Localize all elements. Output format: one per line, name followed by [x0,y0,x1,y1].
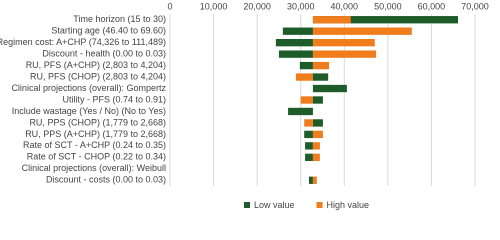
category-label: Clinical projections (overall): Weibull [22,163,166,173]
bar [282,27,313,35]
legend-label: High value [327,200,370,210]
x-tick-label: 50,000 [374,1,402,11]
category-label: Discount - health (0.00 to 0.03) [42,49,166,59]
bar [312,61,330,70]
category-label: RU, PPS (A+CHP) (1,779 to 2,668) [25,129,166,139]
bar [312,16,459,24]
x-tick-label: 30,000 [287,1,315,11]
category-label: Rate of SCT - CHOP (0.22 to 0.34) [27,152,166,162]
bar [278,50,313,58]
x-tick-label: 20,000 [243,1,271,11]
bar [288,107,313,116]
category-label: Clinical projections (overall): Gompertz [11,83,166,93]
x-tick-label: 40,000 [331,1,359,11]
bar [304,119,313,127]
legend-swatch [244,202,250,208]
category-label: RU, PFS (A+CHP) (2,803 to 4,204) [26,60,166,70]
bar [308,176,313,184]
bar [300,96,313,104]
category-label: Utility - PFS (0.74 to 0.91) [62,94,166,104]
chart: 0 10,000 20,000 30,000 40,000 50,000 60,000 70,… [0,1,489,210]
bar [312,142,320,150]
bar [312,38,375,47]
category-label: Rate of SCT - A+CHP (0.24 to 0.35) [23,140,166,150]
x-tick-label: 10,000 [200,1,228,11]
bar [312,50,377,58]
category-label: Starting age (46.40 to 69.60) [51,26,166,36]
bar [312,176,317,184]
bar [312,119,323,127]
bar [312,153,320,162]
bar [312,27,412,35]
category-label: RU, PFS (CHOP) (2,803 to 4,204) [30,71,166,81]
category-label: Time horizon (15 to 30) [73,14,166,24]
category-label: Regimen cost: A+CHP (74,326 to 111,489) [0,37,166,47]
bar [312,96,323,104]
legend-swatch [316,202,323,208]
bar [305,153,313,162]
category-label: Include wastage (Yes / No) (No to Yes) [12,106,166,116]
bar [312,73,329,81]
bar [305,142,313,150]
bar [312,130,323,139]
x-tick-label: 0 [167,1,172,11]
bar [312,16,351,24]
category-label: RU, PPS (CHOP) (1,779 to 2,668) [29,117,166,127]
x-tick-label: 60,000 [418,1,446,11]
bar [295,73,313,81]
category-label: Discount - costs (0.00 to 0.03) [46,175,166,185]
bar [312,84,347,93]
bar [304,130,313,139]
legend-label: Low value [254,200,295,210]
x-tick-label: 70,000 [461,1,489,11]
bar [299,61,313,70]
bar [275,38,313,47]
